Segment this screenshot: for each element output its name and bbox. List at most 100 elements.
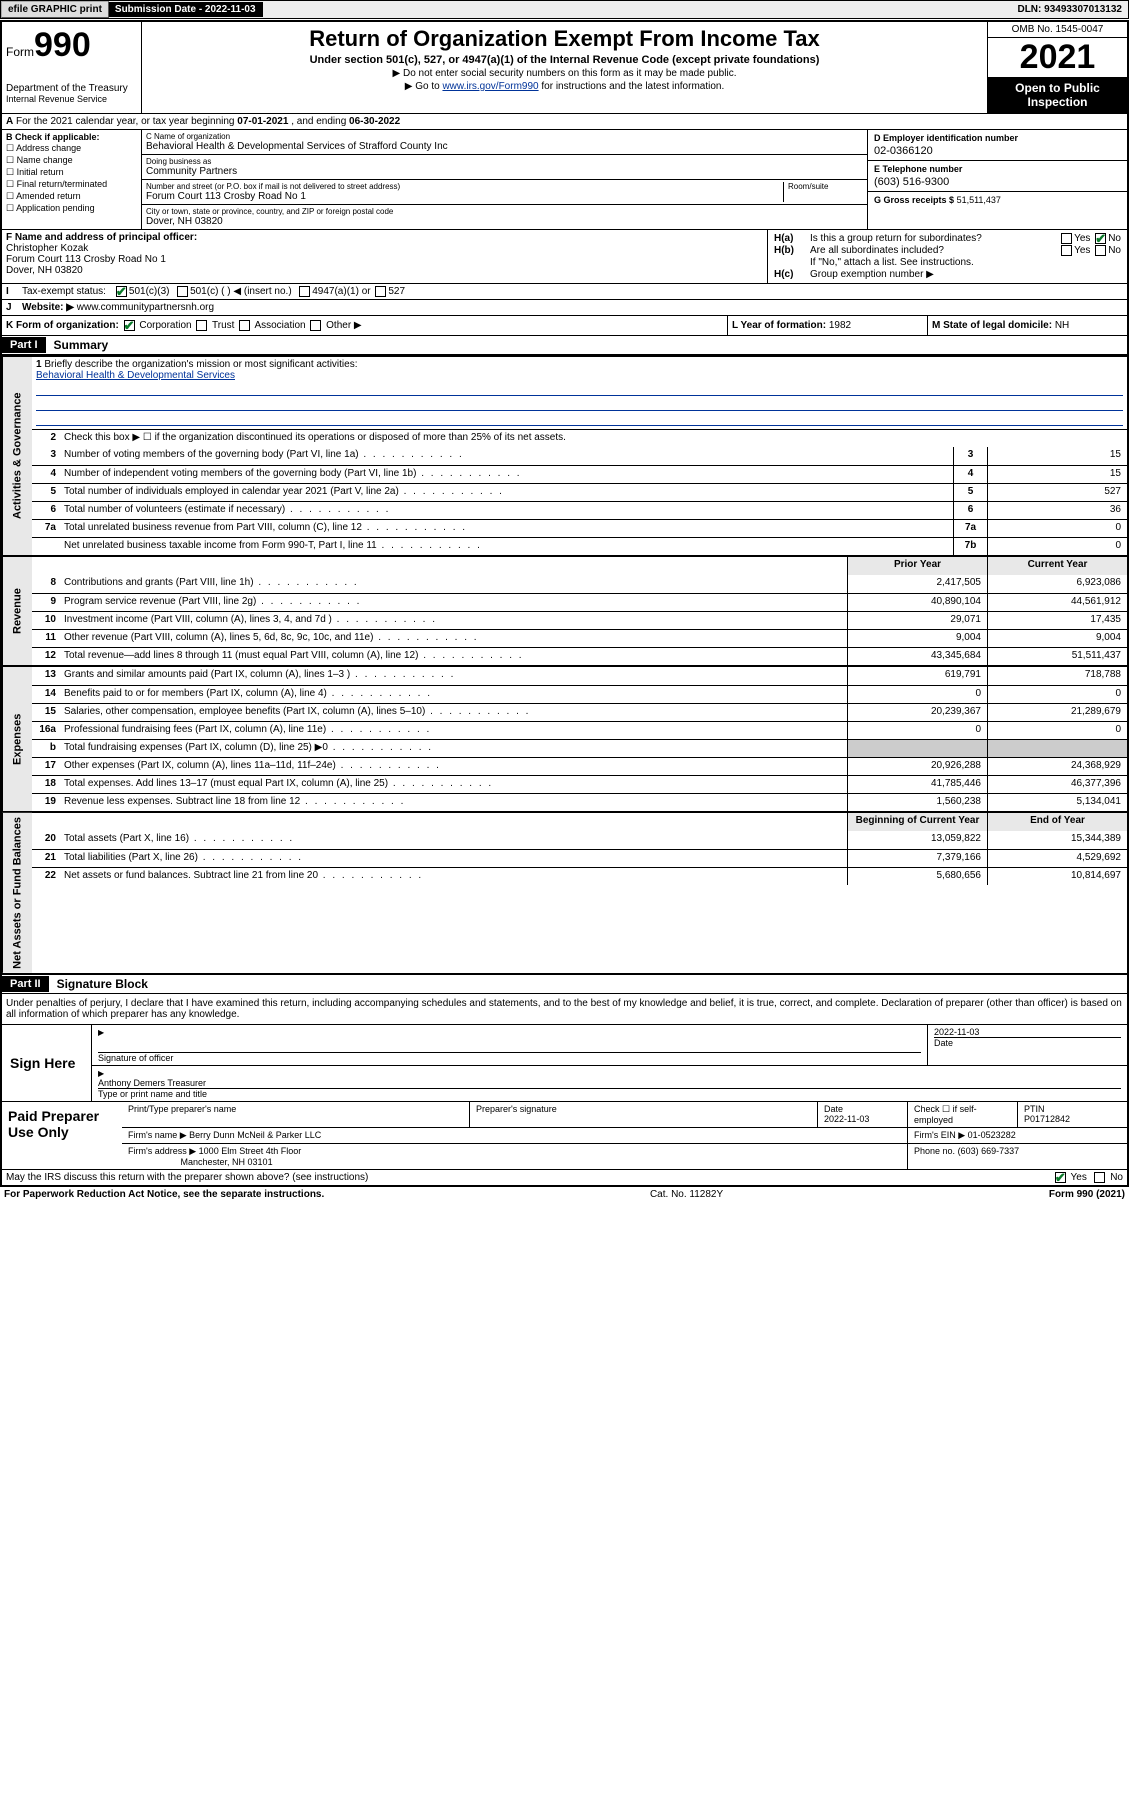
hb-note: If "No," attach a list. See instructions…: [810, 257, 1121, 268]
ptin-label: PTIN: [1024, 1104, 1045, 1114]
firm-phone: (603) 669-7337: [958, 1146, 1020, 1156]
form-ref: Form 990 (2021): [1049, 1189, 1125, 1200]
discuss-yes[interactable]: [1055, 1172, 1066, 1183]
sign-here-label: Sign Here: [2, 1025, 92, 1101]
prep-date-label: Date: [824, 1104, 843, 1114]
summary-line: 10Investment income (Part VIII, column (…: [32, 611, 1127, 629]
part1-governance: Activities & Governance 1 Briefly descri…: [2, 355, 1127, 555]
addr-label: Number and street (or P.O. box if mail i…: [146, 182, 783, 191]
city-label: City or town, state or province, country…: [146, 207, 863, 216]
summary-line: 19Revenue less expenses. Subtract line 1…: [32, 793, 1127, 811]
firm-addr2: Manchester, NH 03101: [181, 1157, 273, 1167]
hb-no[interactable]: [1095, 245, 1106, 256]
gross-label: G Gross receipts $: [874, 195, 954, 205]
part1-title: Summary: [46, 336, 117, 354]
chk-name-change[interactable]: ☐ Name change: [6, 155, 137, 166]
summary-line: 3Number of voting members of the governi…: [32, 447, 1127, 465]
top-toolbar: efile GRAPHIC print Submission Date - 20…: [0, 0, 1129, 19]
ha-no[interactable]: [1095, 233, 1106, 244]
ha-yes[interactable]: [1061, 233, 1072, 244]
chk-initial-return[interactable]: ☐ Initial return: [6, 167, 137, 178]
chk-application-pending[interactable]: ☐ Application pending: [6, 203, 137, 214]
summary-line: 22Net assets or fund balances. Subtract …: [32, 867, 1127, 885]
part-2-header: Part II Signature Block: [2, 973, 1127, 994]
hc-text: Group exemption number ▶: [810, 269, 1121, 280]
summary-line: 7aTotal unrelated business revenue from …: [32, 519, 1127, 537]
addr-value: Forum Court 113 Crosby Road No 1: [146, 191, 783, 202]
hdr-begin-year: Beginning of Current Year: [847, 813, 987, 831]
irs-link[interactable]: www.irs.gov/Form990: [442, 81, 538, 92]
firm-name-label: Firm's name ▶: [128, 1130, 187, 1140]
hb-yes[interactable]: [1061, 245, 1072, 256]
ein-value: 02-0366120: [874, 145, 1121, 157]
row-f-h: F Name and address of principal officer:…: [2, 230, 1127, 284]
officer-type-label: Type or print name and title: [98, 1089, 207, 1099]
state-domicile: NH: [1055, 320, 1069, 331]
self-employed-check[interactable]: Check ☐ if self-employed: [907, 1102, 1017, 1127]
part-1-header: Part I Summary: [2, 336, 1127, 355]
ha-text: Is this a group return for subordinates?: [810, 233, 1059, 244]
room-label: Room/suite: [788, 182, 863, 191]
prep-sig-label: Preparer's signature: [476, 1104, 557, 1114]
col-d-e-g: D Employer identification number 02-0366…: [867, 130, 1127, 229]
summary-line: 9Program service revenue (Part VIII, lin…: [32, 593, 1127, 611]
chk-527[interactable]: [375, 286, 386, 297]
firm-ein: 01-0523282: [968, 1130, 1016, 1140]
officer-print-name: Anthony Demers Treasurer: [98, 1078, 1121, 1089]
discuss-no[interactable]: [1094, 1172, 1105, 1183]
summary-line: 8Contributions and grants (Part VIII, li…: [32, 575, 1127, 593]
city-value: Dover, NH 03820: [146, 216, 863, 227]
tab-net-assets: Net Assets or Fund Balances: [2, 813, 32, 973]
open-to-public: Open to Public Inspection: [988, 77, 1127, 113]
prep-date: 2022-11-03: [824, 1114, 869, 1124]
firm-phone-label: Phone no.: [914, 1146, 955, 1156]
summary-line: 11Other revenue (Part VIII, column (A), …: [32, 629, 1127, 647]
irs-label: Internal Revenue Service: [6, 94, 137, 104]
page-footer: For Paperwork Reduction Act Notice, see …: [0, 1187, 1129, 1202]
dept-treasury: Department of the Treasury: [6, 83, 137, 94]
hdr-prior-year: Prior Year: [847, 557, 987, 575]
chk-other[interactable]: [310, 320, 321, 331]
row-k-l-m: K Form of organization: Corporation Trus…: [2, 316, 1127, 336]
submission-date: Submission Date - 2022-11-03: [109, 2, 263, 17]
chk-501c3[interactable]: [116, 286, 127, 297]
hb-text: Are all subordinates included?: [810, 245, 1059, 256]
col-b-checkboxes: B Check if applicable: ☐ Address change …: [2, 130, 142, 229]
gross-value: 51,511,437: [957, 195, 1001, 205]
part2-title: Signature Block: [49, 975, 156, 993]
mission-link[interactable]: Behavioral Health & Developmental Servic…: [36, 370, 235, 381]
ptin-value: P01712842: [1024, 1114, 1070, 1124]
firm-ein-label: Firm's EIN ▶: [914, 1130, 965, 1140]
website-value: www.communitypartnersnh.org: [77, 302, 214, 313]
tab-expenses: Expenses: [2, 667, 32, 811]
q2-text: Check this box ▶ ☐ if the organization d…: [60, 430, 1127, 447]
chk-amended-return[interactable]: ☐ Amended return: [6, 191, 137, 202]
form-title: Return of Organization Exempt From Incom…: [146, 26, 983, 52]
q1-label: Briefly describe the organization's miss…: [44, 359, 357, 370]
summary-line: bTotal fundraising expenses (Part IX, co…: [32, 739, 1127, 757]
chk-trust[interactable]: [196, 320, 207, 331]
chk-address-change[interactable]: ☐ Address change: [6, 143, 137, 154]
perjury-declaration: Under penalties of perjury, I declare th…: [2, 994, 1127, 1025]
summary-line: 12Total revenue—add lines 8 through 11 (…: [32, 647, 1127, 665]
chk-assoc[interactable]: [239, 320, 250, 331]
summary-line: 4Number of independent voting members of…: [32, 465, 1127, 483]
date-label: Date: [934, 1038, 953, 1048]
chk-4947[interactable]: [299, 286, 310, 297]
chk-final-return[interactable]: ☐ Final return/terminated: [6, 179, 137, 190]
chk-501c[interactable]: [177, 286, 188, 297]
org-name: Behavioral Health & Developmental Servic…: [146, 141, 863, 152]
summary-line: 14Benefits paid to or for members (Part …: [32, 685, 1127, 703]
row-i-tax-exempt: I Tax-exempt status: 501(c)(3) 501(c) ( …: [2, 284, 1127, 300]
tel-label: E Telephone number: [874, 164, 1121, 174]
dba-value: Community Partners: [146, 166, 863, 177]
dln-value: DLN: 93493307013132: [1011, 2, 1128, 17]
form-number: Form990: [6, 26, 137, 65]
summary-line: 6Total number of volunteers (estimate if…: [32, 501, 1127, 519]
chk-corp[interactable]: [124, 320, 135, 331]
form-subtitle: Under section 501(c), 527, or 4947(a)(1)…: [146, 54, 983, 66]
year-formation: 1982: [829, 320, 851, 331]
hdr-end-year: End of Year: [987, 813, 1127, 831]
part1-revenue: Revenue Prior Year Current Year 8Contrib…: [2, 555, 1127, 665]
efile-print-button[interactable]: efile GRAPHIC print: [1, 1, 109, 18]
